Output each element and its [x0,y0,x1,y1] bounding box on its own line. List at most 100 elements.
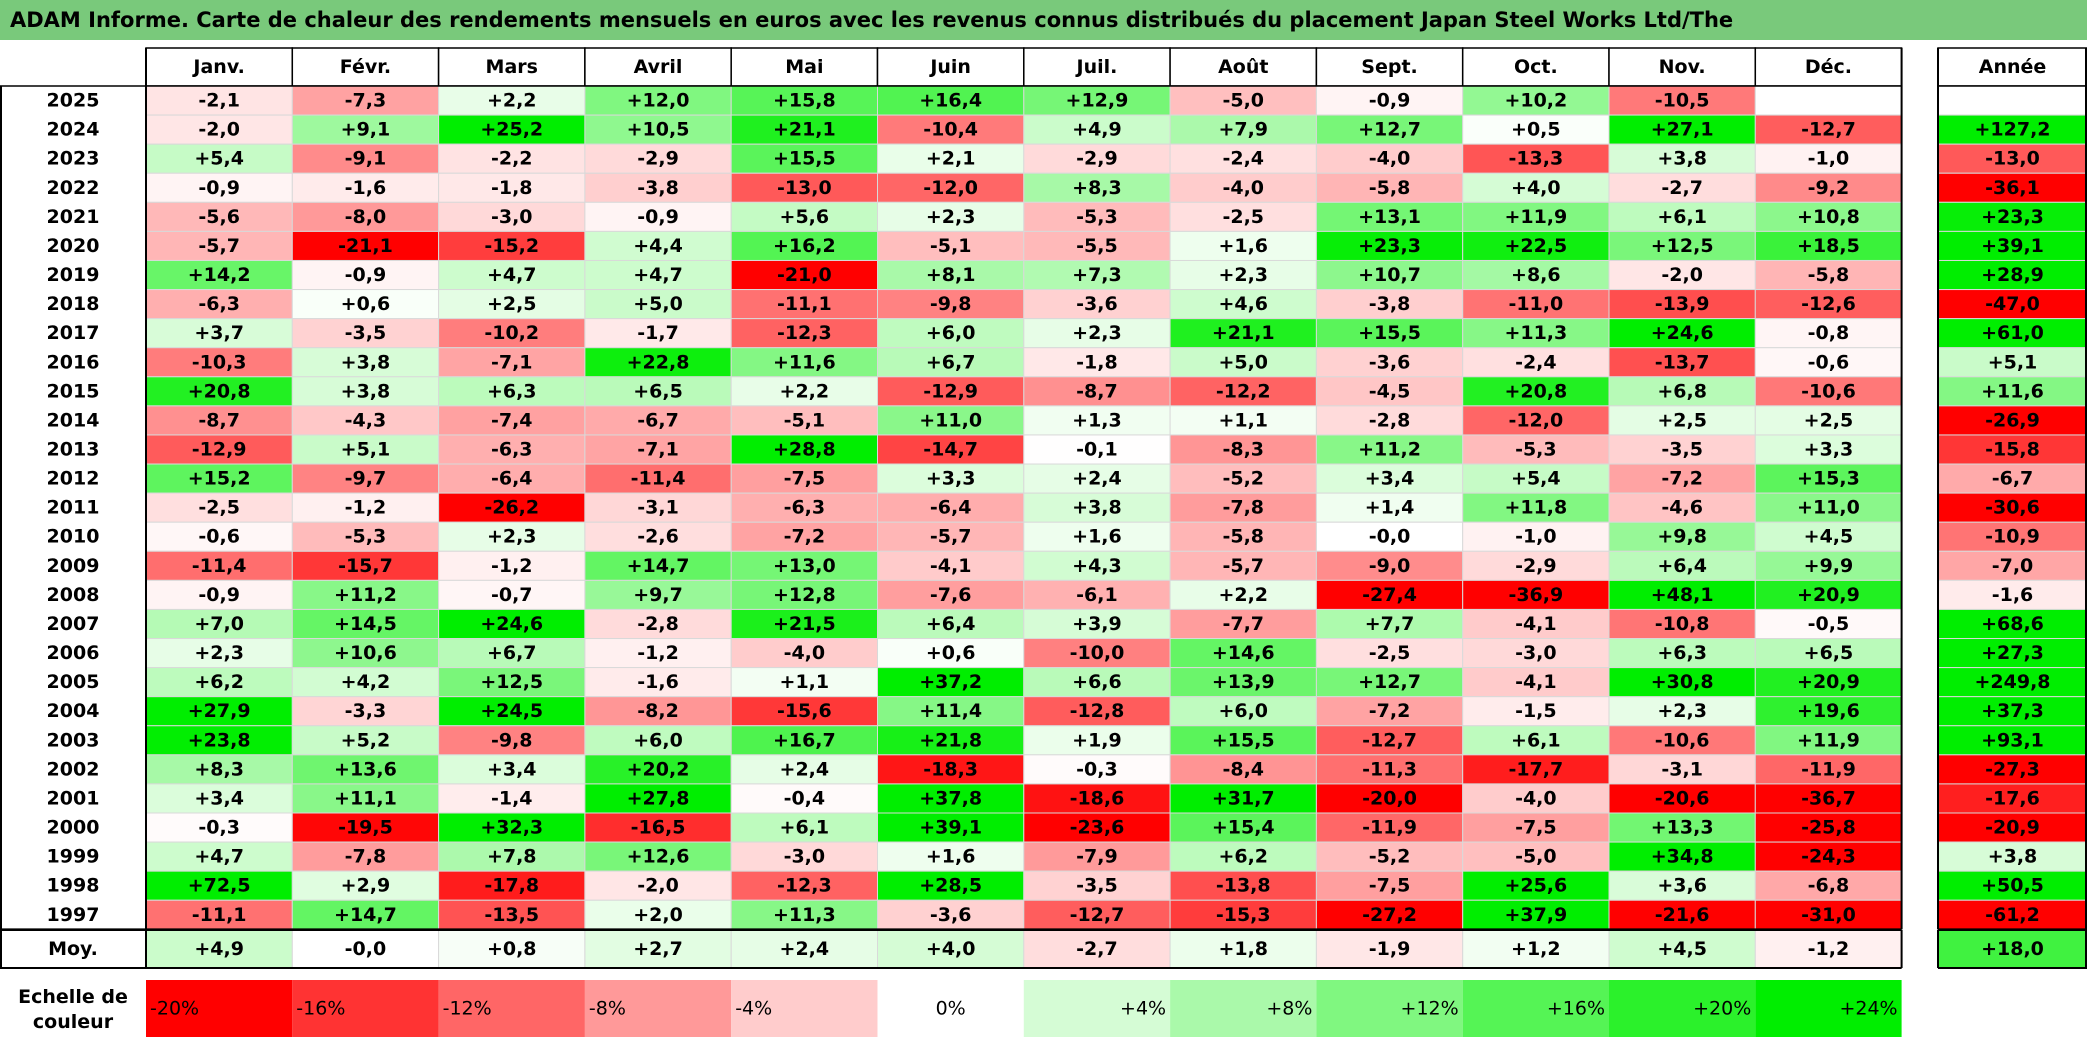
heatmap-cell [1023,289,1171,320]
heatmap-cell [1315,696,1464,727]
heatmap-cell-value: -10,8 [1655,613,1710,635]
heatmap-cell [584,318,732,349]
annual-cell [1937,521,2087,552]
heatmap-cell-value: +2,0 [633,904,683,926]
heatmap-cell [1023,608,1171,640]
row-year-label: 1997 [47,904,100,926]
heatmap-cell-value: +20,9 [1797,671,1860,693]
heatmap-cell-value: -0,1 [1076,439,1118,461]
average-cell-value: +0,8 [487,938,537,960]
heatmap-cell [1315,434,1464,465]
month-header: Mai [785,56,823,78]
heatmap-cell-value: -9,2 [1808,177,1850,199]
average-cell [1169,929,1317,969]
heatmap-cell-value: +3,4 [194,787,244,809]
heatmap-cell-value: -9,1 [345,148,387,170]
heatmap-cell-value: +21,8 [919,729,982,751]
heatmap-cell-value: +24,6 [1651,322,1714,344]
heatmap-cell [1169,492,1317,523]
heatmap-cell [438,289,586,320]
heatmap-cell [145,638,293,669]
heatmap-cell [438,201,586,232]
heatmap-cell-value: -12,7 [1362,729,1417,751]
heatmap-cell-value: +6,1 [780,817,830,839]
heatmap-cell-value: +25,6 [1504,875,1567,897]
year-total-header: Année [1979,56,2047,78]
heatmap-cell [291,608,440,640]
color-scale-value: +8% [1266,998,1312,1020]
heatmap-cell-value: -20,0 [1362,787,1417,809]
heatmap-cell-value: -3,6 [1076,293,1118,315]
heatmap-cell [584,899,732,930]
heatmap-cell [1608,463,1756,494]
heatmap-cell-value: -11,3 [1362,758,1417,780]
heatmap-cell [1023,696,1171,727]
heatmap-cell-value: +7,3 [1072,264,1122,286]
heatmap-cell-value: -4,6 [1661,497,1703,519]
annual-cell-value: +68,6 [1981,613,2044,635]
heatmap-cell-value: -15,7 [338,555,393,577]
heatmap-cell-value: -25,8 [1801,817,1856,839]
month-header: Juin [928,56,971,78]
month-header-cell [730,47,879,87]
annual-cell [1937,376,2087,407]
heatmap-cell-value: -4,3 [345,409,387,431]
heatmap-cell [1754,725,1903,756]
heatmap-cell [1754,201,1903,232]
row-year-label: 2006 [47,642,100,664]
heatmap-cell-value: +12,0 [627,90,690,112]
heatmap-cell-value: +6,6 [1072,671,1122,693]
heatmap-cell-value: -13,0 [777,177,832,199]
row-year-label: 2023 [47,148,100,170]
heatmap-cell [1169,812,1317,843]
color-scale-swatch [438,980,585,1037]
heatmap-cell-value: -4,1 [930,555,972,577]
heatmap-cell [877,201,1025,232]
heatmap-cell [877,812,1025,843]
heatmap-cell-value: +6,7 [487,642,537,664]
heatmap-cell [438,870,586,901]
heatmap-cell-value: +6,1 [1657,206,1707,228]
heatmap-cell [1315,521,1464,552]
heatmap-cell-value: -8,4 [1222,758,1264,780]
annual-cell-value: +5,1 [1988,351,2038,373]
heatmap-cell-value: -6,8 [1808,875,1850,897]
heatmap-cell-value: -1,2 [345,497,387,519]
heatmap-cell-value: +16,7 [773,729,836,751]
heatmap-cell [438,434,586,465]
heatmap-cell [1023,347,1171,378]
heatmap-cell [584,172,732,203]
heatmap-cell-value: +2,2 [1218,584,1268,606]
heatmap-cell-value: +32,3 [480,817,543,839]
heatmap-cell-value: -9,7 [345,468,387,490]
heatmap-cell-value: +4,6 [1218,293,1268,315]
heatmap-cell-value: +13,3 [1651,817,1714,839]
heatmap-cell [1754,899,1903,930]
heatmap-cell-value: +20,8 [1504,380,1567,402]
heatmap-cell-value: -17,7 [1508,758,1563,780]
heatmap-cell [584,521,732,552]
color-scale-label: Echelle de [18,986,128,1008]
row-year-label: 2022 [47,177,100,199]
heatmap-cell [1462,172,1610,203]
row-year-label: 2025 [47,90,100,112]
average-annual-value: +18,0 [1981,938,2044,960]
heatmap-cell-value: +6,0 [926,322,976,344]
heatmap-cell-value: +6,5 [633,380,683,402]
heatmap-cell [1608,550,1756,581]
heatmap-cell [1754,85,1903,116]
heatmap-cell [1315,608,1464,640]
heatmap-cell-value: +2,4 [1072,468,1122,490]
heatmap-cell [1169,696,1317,727]
heatmap-cell-value: -3,1 [637,497,679,519]
heatmap-frames [0,48,2087,969]
heatmap-cell-value: -4,0 [1222,177,1264,199]
heatmap-cell-value: -12,7 [1070,904,1125,926]
heatmap-cell-value: -12,7 [1801,119,1856,141]
heatmap-cell-value: +28,5 [919,875,982,897]
annual-cell [1937,841,2087,872]
heatmap-cell-value: -24,3 [1801,846,1856,868]
heatmap-cell [584,289,732,320]
heatmap-cell [1023,463,1171,494]
